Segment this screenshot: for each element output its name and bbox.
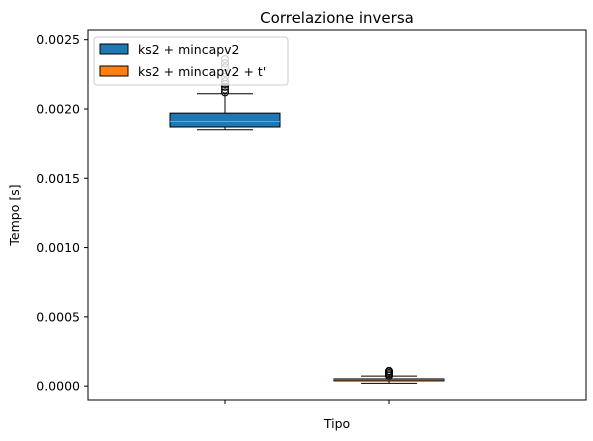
legend: ks2 + mincapv2 ks2 + mincapv2 + t': [93, 36, 289, 86]
plot-area: [88, 30, 586, 400]
y-axis-label: Tempo [s]: [7, 184, 22, 246]
box-group: [169, 55, 281, 131]
x-axis-label: Tipo: [323, 416, 350, 431]
y-tick-label: 0.0025: [36, 32, 80, 47]
y-tick-label: 0.0000: [36, 379, 80, 394]
legend-frame: [93, 36, 289, 86]
box-series: [169, 55, 445, 384]
box-group: [333, 366, 445, 384]
outlier-point: [221, 85, 229, 94]
legend-label-ks2-mincapv2: ks2 + mincapv2: [138, 42, 240, 57]
x-axis: [224, 400, 390, 404]
chart-title: Correlazione inversa: [260, 9, 414, 27]
y-tick-label: 0.0010: [36, 240, 80, 255]
plot-frame: [87, 29, 587, 401]
legend-swatch-ks2-mincapv2-t: [99, 65, 129, 77]
legend-swatch-ks2-mincapv2: [99, 43, 129, 55]
y-tick-label: 0.0005: [36, 309, 80, 324]
legend-label-ks2-mincapv2-t: ks2 + mincapv2 + t': [138, 64, 266, 79]
y-tick-label: 0.0015: [36, 171, 80, 186]
outlier-point: [221, 88, 229, 97]
y-tick-label: 0.0020: [36, 101, 80, 116]
box: [169, 112, 281, 128]
y-axis: 0.0000 0.0005 0.0010 0.0015 0.0020 0.0025: [36, 32, 88, 394]
outlier-point: [385, 366, 393, 375]
